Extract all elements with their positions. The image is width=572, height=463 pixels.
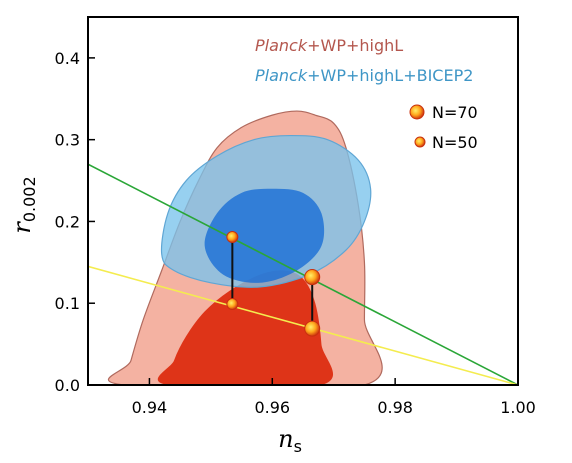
y-tick-label-0: 0.0: [55, 376, 80, 395]
marker-legend-n70: N=70: [432, 103, 478, 122]
green-line: [88, 163, 518, 385]
point-n50-1: [226, 298, 239, 311]
x-axis-title: ns: [278, 425, 302, 456]
legend-entry-planck: Planck+WP+highL: [255, 36, 403, 55]
yellow-line: [88, 265, 518, 385]
point-n70-2: [304, 269, 321, 286]
y-tick-label-2: 0.2: [55, 212, 80, 231]
marker-legend-n70-icon: [409, 104, 425, 120]
point-n70-3: [304, 320, 321, 337]
marker-legend-n50: N=50: [432, 133, 478, 152]
marker-legend-n50-icon: [414, 136, 426, 148]
point-n50-0: [226, 230, 239, 243]
y-tick-label-4: 0.4: [55, 49, 80, 68]
contour-inner-1: [204, 188, 325, 283]
plot-frame: [87, 16, 519, 386]
y-tick-label-1: 0.1: [55, 294, 80, 313]
y-axis-title: r0.002: [8, 176, 39, 233]
x-tick-label-2: 0.98: [377, 398, 413, 417]
x-tick-label-1: 0.96: [254, 398, 290, 417]
legend-entry-planck-bicep2: Planck+WP+highL+BICEP2: [255, 66, 473, 85]
x-tick-label-3: 1.00: [500, 398, 536, 417]
y-tick-label-3: 0.3: [55, 131, 80, 150]
x-tick-label-0: 0.94: [132, 398, 168, 417]
contour-inner-0: [158, 270, 334, 385]
